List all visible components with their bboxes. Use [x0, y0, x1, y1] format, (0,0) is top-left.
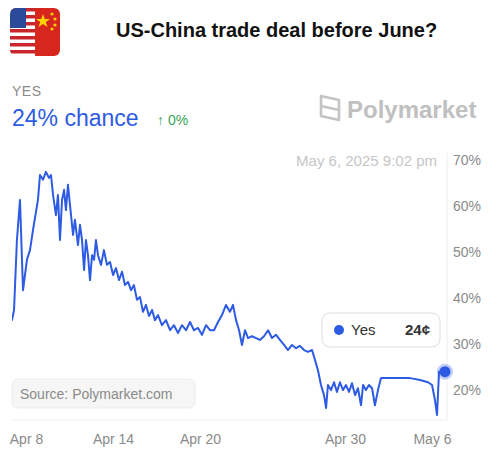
source-box [12, 379, 195, 408]
y-tick-label: 70% [453, 152, 481, 168]
flag-icon [10, 8, 60, 56]
timestamp: May 6, 2025 9:02 pm [296, 152, 437, 169]
china-flag-star [36, 14, 50, 27]
china-flag-small-star [50, 27, 53, 30]
background [0, 0, 500, 460]
tooltip-value: 24¢ [405, 321, 430, 338]
x-tick-label: Apr 14 [93, 431, 134, 447]
change-label: ↑ 0% [157, 112, 188, 128]
y-tick-label: 30% [453, 336, 481, 352]
chart: US-China trade deal before June? YES 24% c… [0, 0, 500, 460]
china-flag-bg [35, 8, 60, 56]
tooltip: Yes 24¢ [322, 313, 440, 347]
plot-data [12, 172, 445, 415]
series-line [12, 172, 445, 415]
us-flag-stripe [10, 43, 35, 47]
source-label: Source: Polymarket.com [20, 386, 173, 402]
y-tick-label: 40% [453, 290, 481, 306]
y-axis-line [447, 153, 448, 420]
x-axis-line [12, 420, 447, 421]
x-tick-label: Apr 8 [10, 431, 44, 447]
y-tick-label: 60% [453, 198, 481, 214]
end-point [439, 366, 450, 377]
title: US-China trade deal before June? [116, 19, 437, 41]
x-tick-label: May 6 [413, 431, 451, 447]
tooltip-dot [334, 325, 344, 335]
brand-icon [321, 96, 339, 120]
plot-end-dot [439, 366, 450, 377]
tooltip-series-name: Yes [351, 321, 375, 338]
x-tick-label: Apr 20 [180, 431, 221, 447]
us-flag-canton [10, 8, 26, 28]
y-tick-label: 20% [453, 382, 481, 398]
x-tick-label: Apr 30 [325, 431, 366, 447]
us-flag-stripe [10, 50, 35, 54]
outcome-label: YES [12, 83, 42, 99]
us-flag-bg [10, 8, 35, 56]
us-flag-stripe [10, 29, 35, 33]
china-flag-small-star [53, 17, 56, 20]
china-flag-small-star [53, 23, 56, 26]
tooltip-box [322, 313, 440, 347]
us-flag-stripe [10, 36, 35, 40]
y-tick-label: 50% [453, 244, 481, 260]
china-flag-small-star [50, 12, 53, 15]
brand-name: Polymarket [347, 96, 476, 123]
chance-headline: 24% chance [12, 105, 139, 131]
